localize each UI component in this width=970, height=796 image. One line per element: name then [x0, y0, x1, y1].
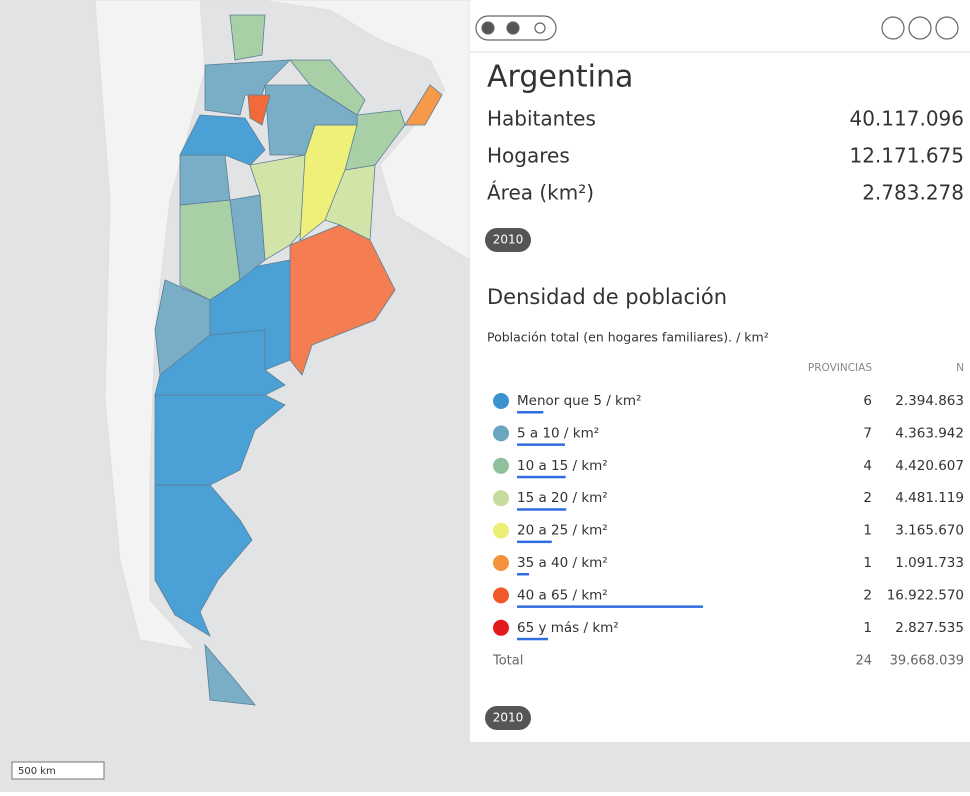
legend-provincias: 2 — [863, 587, 872, 603]
province — [229, 14, 266, 61]
legend-swatch — [493, 619, 509, 636]
map — [94, 0, 471, 706]
legend-label: 40 a 65 / km² — [517, 587, 608, 603]
legend-bar — [517, 605, 703, 608]
year-badge[interactable] — [485, 228, 531, 252]
province — [154, 484, 253, 637]
stat-label: Habitantes — [487, 107, 596, 131]
column-header: PROVINCIAS — [808, 362, 872, 374]
legend-swatch — [493, 393, 509, 409]
camera-button[interactable] — [481, 21, 495, 35]
legend-n: 4.363.942 — [895, 425, 964, 441]
legend-bar — [517, 443, 565, 446]
legend-provincias: 4 — [863, 458, 872, 474]
share-button[interactable] — [881, 16, 905, 40]
legend-label: 10 a 15 / km² — [517, 458, 608, 474]
legend-swatch — [493, 522, 509, 539]
locate-button[interactable] — [534, 22, 546, 34]
panel — [470, 0, 970, 742]
legend-n: 16.922.570 — [887, 587, 964, 603]
legend-provincias: 6 — [863, 393, 872, 409]
legend-label: 5 a 10 / km² — [517, 425, 599, 441]
legend-n: 4.481.119 — [895, 490, 964, 506]
legend-provincias: 2 — [863, 490, 872, 506]
legend-subtitle: Población total (en hogares familiares).… — [487, 330, 769, 345]
year-label: 2010 — [493, 711, 524, 725]
legend-label: 35 a 40 / km² — [517, 555, 608, 571]
legend-provincias: 1 — [863, 523, 872, 539]
province — [179, 199, 241, 301]
stat-value: 40.117.096 — [849, 107, 964, 131]
legend-swatch — [493, 457, 509, 474]
column-header: N — [956, 362, 964, 374]
legend-n: 2.394.863 — [895, 393, 964, 409]
legend-n: 2.827.535 — [895, 620, 964, 636]
legend-bar — [517, 540, 552, 544]
province — [289, 59, 366, 116]
stat-label: Hogares — [487, 144, 570, 168]
user-button[interactable] — [935, 16, 959, 40]
total-provincias: 24 — [855, 654, 872, 669]
legend-n: 3.165.670 — [895, 523, 964, 539]
stat-label: Área (km²) — [487, 181, 594, 205]
legend-label: 65 y más / km² — [517, 620, 619, 636]
legend-provincias: 1 — [863, 555, 872, 571]
year-label: 2010 — [493, 233, 524, 247]
scale-label: 500 km — [18, 766, 56, 777]
legend-label: 15 a 20 / km² — [517, 490, 608, 506]
legend-n: 4.420.607 — [895, 458, 964, 474]
year-badge[interactable] — [485, 706, 531, 730]
total-n: 39.668.039 — [890, 654, 964, 669]
legend-title: Densidad de población — [487, 285, 727, 309]
legend-bar — [517, 508, 567, 511]
province — [179, 154, 231, 206]
legend-provincias: 7 — [863, 425, 872, 441]
legend-swatch — [493, 425, 509, 442]
province — [179, 114, 266, 166]
province — [154, 394, 286, 486]
legend-bar — [517, 573, 529, 576]
legend-label: 20 a 25 / km² — [517, 523, 608, 539]
legend-bar — [517, 637, 549, 641]
legend-n: 1.091.733 — [895, 555, 964, 571]
legend-bar — [517, 411, 544, 414]
toolbar — [475, 15, 959, 41]
legend-label: Menor que 5 / km² — [517, 393, 641, 409]
province — [247, 94, 271, 126]
legend-swatch — [493, 587, 509, 604]
province — [404, 84, 443, 126]
legend-provincias: 1 — [863, 620, 872, 636]
stat-value: 2.783.278 — [862, 181, 964, 205]
total-label: Total — [492, 654, 523, 669]
scale-bar — [11, 761, 105, 780]
legend-swatch — [493, 555, 509, 571]
legend-bar — [517, 475, 566, 479]
legend-swatch — [493, 490, 509, 507]
province — [204, 643, 256, 706]
place-title: Argentina — [487, 60, 633, 95]
province — [264, 84, 358, 156]
tag-button[interactable] — [506, 21, 520, 35]
help-button[interactable] — [908, 16, 932, 40]
stat-value: 12.171.675 — [849, 144, 964, 168]
